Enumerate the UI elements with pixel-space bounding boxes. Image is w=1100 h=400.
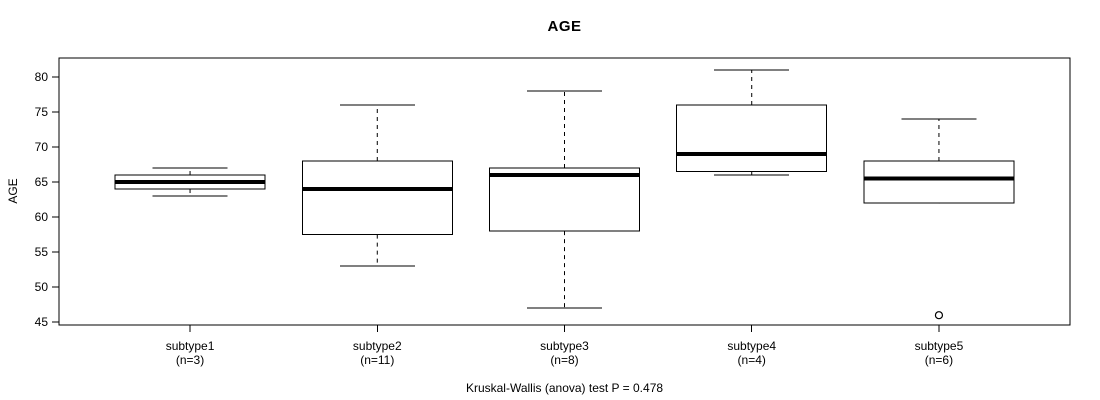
y-tick-label-70: 70	[35, 140, 49, 154]
outlier-subtype5-0	[934, 311, 944, 320]
x-category-label-subtype1: subtype1	[166, 339, 215, 353]
chart-title: AGE	[547, 18, 582, 35]
iqr-box-subtype4	[676, 104, 828, 173]
y-tick-label-50: 50	[35, 280, 49, 294]
box-group-subtype5: subtype5(n=6)	[863, 118, 1015, 367]
stat-test-caption: Kruskal-Wallis (anova) test P = 0.478	[465, 381, 664, 395]
iqr-box-subtype3	[489, 167, 640, 232]
x-category-label-subtype3: subtype3	[540, 339, 589, 353]
x-group-size-label-subtype2: (n=11)	[360, 353, 394, 367]
x-group-size-label-subtype5: (n=6)	[925, 353, 953, 367]
iqr-box-subtype2	[301, 160, 453, 236]
x-group-size-label-subtype3: (n=8)	[550, 353, 578, 367]
x-group-size-label-subtype1: (n=3)	[176, 353, 204, 367]
box-group-subtype3: subtype3(n=8)	[489, 90, 640, 367]
box-group-subtype2: subtype2(n=11)	[301, 104, 453, 367]
y-tick-label-55: 55	[35, 245, 49, 259]
box-group-subtype4: subtype4(n=4)	[676, 69, 828, 367]
box-group-subtype1: subtype1(n=3)	[114, 167, 266, 367]
y-tick-label-60: 60	[35, 210, 49, 224]
y-tick-label-65: 65	[35, 175, 49, 189]
y-tick-label-45: 45	[35, 315, 49, 329]
x-category-label-subtype2: subtype2	[353, 339, 402, 353]
x-group-size-label-subtype4: (n=4)	[738, 353, 766, 367]
iqr-box-subtype5	[863, 160, 1015, 204]
x-category-label-subtype4: subtype4	[727, 339, 776, 353]
y-tick-label-75: 75	[35, 105, 49, 119]
x-category-label-subtype5: subtype5	[915, 339, 964, 353]
y-tick-label-80: 80	[35, 70, 49, 84]
